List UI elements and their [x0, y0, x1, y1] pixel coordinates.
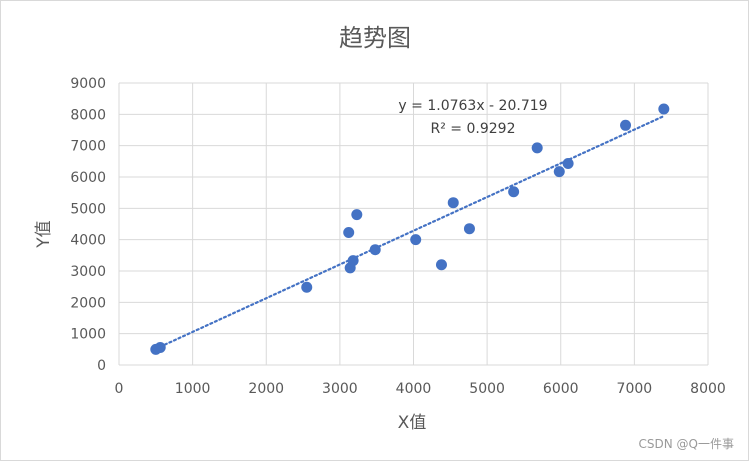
- data-point: [463, 223, 475, 235]
- data-point: [658, 103, 670, 115]
- chart-title: 趋势图: [339, 24, 411, 52]
- data-points: [150, 103, 670, 355]
- watermark: CSDN @Q一件事: [638, 437, 734, 451]
- y-tick-label: 3000: [70, 264, 106, 280]
- data-point: [553, 166, 565, 178]
- y-tick-label: 7000: [70, 139, 106, 155]
- data-point: [508, 186, 520, 198]
- data-point: [343, 226, 355, 238]
- y-tick-label: 0: [97, 358, 106, 374]
- x-tick-label: 4000: [396, 381, 432, 397]
- y-tick-label: 8000: [70, 107, 106, 123]
- y-tick-label: 9000: [70, 76, 106, 92]
- data-point: [410, 234, 422, 246]
- data-point: [620, 119, 632, 131]
- y-tick-label: 4000: [70, 233, 106, 249]
- x-tick-label: 8000: [690, 381, 726, 397]
- data-point: [301, 281, 313, 293]
- x-tick-label: 6000: [543, 381, 579, 397]
- y-axis-label: Y值: [34, 220, 54, 248]
- data-point: [531, 142, 543, 154]
- data-point: [562, 158, 574, 170]
- y-tick-label: 5000: [70, 201, 106, 217]
- x-tick-label: 1000: [175, 381, 211, 397]
- data-point: [435, 259, 447, 271]
- x-tick-label: 7000: [617, 381, 653, 397]
- y-tick-label: 6000: [70, 170, 106, 186]
- trendline: [154, 114, 665, 350]
- x-tick-label: 2000: [248, 381, 284, 397]
- y-tick-label: 2000: [70, 295, 106, 311]
- gridlines: [118, 82, 709, 366]
- y-tick-label: 1000: [70, 327, 106, 343]
- trendline-equation: y = 1.0763x - 20.719: [398, 98, 547, 114]
- x-tick-label: 3000: [322, 381, 358, 397]
- y-tick-labels: 0 1000 2000 3000 4000 5000 6000 7000 8000 9000: [70, 76, 106, 374]
- data-point: [369, 244, 381, 256]
- data-point: [351, 209, 363, 221]
- data-point: [154, 341, 166, 353]
- data-point: [447, 197, 459, 209]
- x-tick-label: 0: [115, 381, 124, 397]
- trendline-r2: R² = 0.9292: [431, 121, 516, 137]
- x-tick-label: 5000: [469, 381, 505, 397]
- x-axis-label: X值: [398, 413, 427, 433]
- x-tick-labels: 0 1000 2000 3000 4000 5000 6000 7000 8000: [115, 381, 726, 397]
- linear-trendline: [154, 114, 665, 350]
- data-point: [347, 255, 359, 267]
